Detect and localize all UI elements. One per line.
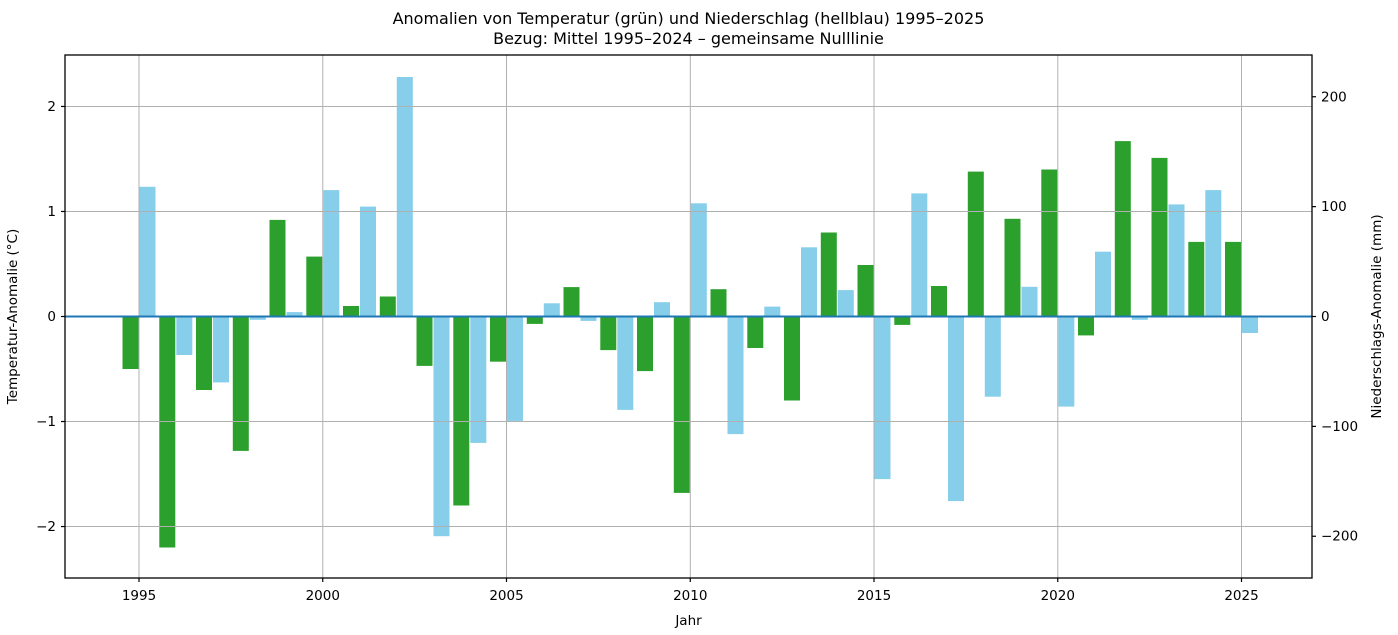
left-tick-label--1: −1 <box>36 414 56 430</box>
temp-bar-2023 <box>1151 157 1168 317</box>
temp-bar-2021 <box>1078 316 1094 336</box>
right-tick-label-100: 100 <box>1321 199 1347 215</box>
precip-bar-2013 <box>801 247 817 317</box>
precip-bar-1998 <box>249 316 266 320</box>
temp-bar-2025 <box>1225 241 1241 317</box>
temp-bar-2011 <box>710 289 727 317</box>
temp-bar-2001 <box>343 306 359 317</box>
x-tick-label-2020: 2020 <box>1041 588 1075 604</box>
x-axis-label: Jahr <box>674 613 702 629</box>
x-tick-label-2025: 2025 <box>1224 588 1258 604</box>
temp-bar-2004 <box>453 316 470 506</box>
precip-bar-2015 <box>874 316 891 480</box>
temp-bar-1998 <box>232 316 249 451</box>
precip-bar-2006 <box>543 303 560 317</box>
precip-bar-2011 <box>727 316 744 435</box>
precip-bar-1995 <box>139 186 156 317</box>
right-tick-label-200: 200 <box>1321 89 1347 105</box>
temp-bar-1999 <box>269 219 286 317</box>
left-tick-label-0: 0 <box>47 309 56 325</box>
temp-bar-2000 <box>306 256 323 317</box>
x-tick-label-2000: 2000 <box>306 588 340 604</box>
precip-bar-2023 <box>1168 204 1185 317</box>
chart-subtitle: Bezug: Mittel 1995–2024 – gemeinsame Nul… <box>493 29 884 48</box>
chart-title: Anomalien von Temperatur (grün) und Nied… <box>393 9 985 28</box>
temp-bar-1997 <box>196 316 212 390</box>
temp-bar-2012 <box>747 316 764 348</box>
precip-bar-2002 <box>396 77 413 317</box>
temp-bar-2009 <box>637 316 653 372</box>
left-tick-label-1: 1 <box>47 204 56 220</box>
temp-bar-2005 <box>490 316 506 362</box>
precip-bar-2004 <box>470 316 487 443</box>
precip-bar-2022 <box>1131 316 1148 320</box>
precip-bar-2010 <box>690 203 707 317</box>
x-tick-label-2015: 2015 <box>857 588 891 604</box>
temp-bar-2017 <box>931 286 947 317</box>
temp-bar-2002 <box>379 296 396 317</box>
right-tick-label--200: −200 <box>1321 529 1358 545</box>
right-tick-label--100: −100 <box>1321 419 1358 435</box>
precip-bar-2014 <box>837 290 854 317</box>
temp-bar-1996 <box>159 316 176 548</box>
x-tick-label-2010: 2010 <box>673 588 707 604</box>
right-axis-label: Niederschlags-Anomalie (mm) <box>1369 214 1385 418</box>
temp-bar-2010 <box>673 316 690 493</box>
precip-bar-2007 <box>580 316 597 321</box>
precip-bar-2003 <box>433 316 450 537</box>
x-tick-label-1995: 1995 <box>122 588 156 604</box>
temp-bar-1995 <box>122 316 139 369</box>
precip-bar-2024 <box>1205 190 1222 317</box>
precip-bar-2025 <box>1242 316 1258 333</box>
precip-bar-2001 <box>360 206 376 317</box>
precip-bar-2000 <box>323 190 340 317</box>
temp-bar-2014 <box>820 232 837 317</box>
temp-bar-2007 <box>563 287 580 317</box>
precip-bar-2017 <box>948 316 964 502</box>
left-axis-label: Temperatur-Anomalie (°C) <box>5 229 21 406</box>
precip-bar-1996 <box>176 316 193 355</box>
left-tick-label--2: −2 <box>36 519 56 535</box>
right-tick-label-0: 0 <box>1321 309 1330 325</box>
precip-bar-1997 <box>213 316 229 383</box>
precip-bar-2008 <box>617 316 634 410</box>
temp-bar-2003 <box>416 316 433 366</box>
precip-bar-2005 <box>507 316 523 421</box>
temp-bar-2015 <box>857 265 874 317</box>
temp-bar-2006 <box>526 316 543 324</box>
temp-bar-2022 <box>1114 141 1131 317</box>
precip-bar-2018 <box>984 316 1001 397</box>
temp-bar-2008 <box>600 316 617 351</box>
precip-bar-2020 <box>1058 316 1075 407</box>
temp-bar-2016 <box>894 316 911 325</box>
temp-bar-2013 <box>784 316 800 401</box>
precip-bar-2012 <box>764 306 781 317</box>
left-tick-label-2: 2 <box>47 99 56 115</box>
temp-bar-2020 <box>1041 169 1058 317</box>
precip-bar-2019 <box>1021 286 1038 317</box>
temp-bar-2019 <box>1004 218 1021 317</box>
precip-bar-2016 <box>911 193 928 317</box>
precip-bar-2009 <box>654 302 670 317</box>
temp-bar-2018 <box>967 171 984 317</box>
precip-bar-2021 <box>1095 251 1111 317</box>
precip-bar-1999 <box>286 312 303 317</box>
x-tick-label-2005: 2005 <box>489 588 523 604</box>
temp-bar-2024 <box>1188 241 1205 317</box>
